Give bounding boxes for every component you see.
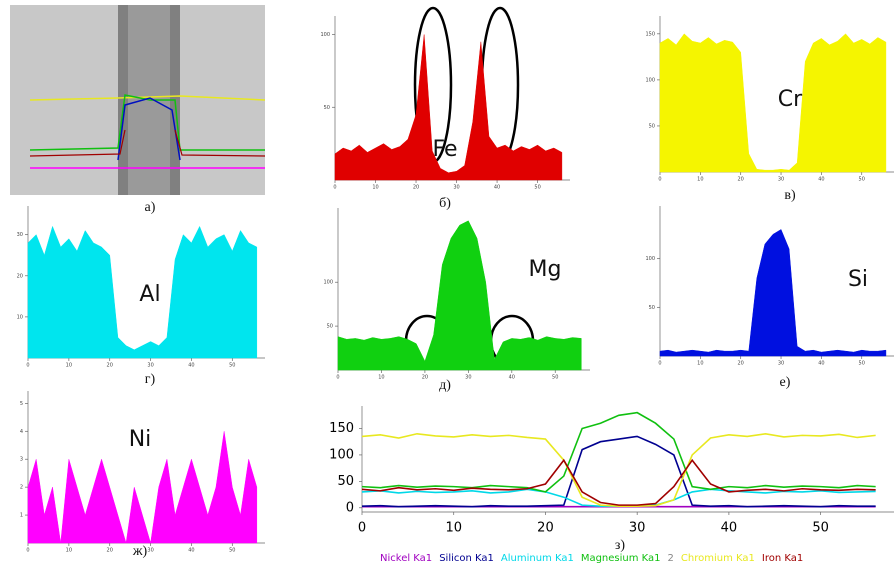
element-label: Fe (433, 137, 458, 162)
y-tick-label: 5 (20, 401, 23, 407)
element-label: Si (848, 267, 868, 292)
legend-entry: Silicon Ka1 (439, 553, 494, 564)
y-tick-label: 150 (329, 421, 354, 436)
y-tick-label: 20 (17, 273, 23, 279)
legend-entry: Aluminum Ka1 (501, 553, 574, 564)
x-tick-label: 50 (229, 363, 235, 369)
y-tick-label: 100 (645, 77, 655, 83)
x-tick-label: 50 (229, 548, 235, 554)
series-line (361, 411, 876, 493)
element-label: Ni (129, 427, 152, 452)
y-tick-label: 50 (337, 474, 354, 489)
x-tick-label: 20 (413, 185, 419, 191)
x-tick-label: 50 (859, 177, 865, 183)
x-tick-label: 0 (358, 521, 366, 536)
legend-entry: Nickel Ka1 (380, 553, 432, 564)
y-tick-label: 0 (346, 500, 354, 515)
x-tick-label: 40 (188, 548, 194, 554)
legend-entry: Chromium Ka1 (681, 553, 755, 564)
x-tick-label: 0 (26, 548, 29, 554)
y-tick-label: 2 (20, 485, 23, 491)
x-tick-label: 20 (107, 363, 113, 369)
x-tick-label: 50 (552, 375, 558, 381)
x-tick-label: 40 (509, 375, 515, 381)
x-tick-label: 30 (778, 361, 784, 367)
spectrum-area (337, 220, 582, 371)
y-tick-label: 10 (17, 314, 23, 320)
y-tick-label: 30 (17, 232, 23, 238)
x-tick-label: 30 (465, 375, 471, 381)
y-tick-label: 100 (645, 256, 655, 262)
y-tick-label: 50 (327, 324, 333, 330)
spectrum-area (659, 33, 887, 173)
x-tick-label: 20 (537, 521, 554, 536)
x-tick-label: 20 (738, 177, 744, 183)
panel-label: б) (439, 196, 451, 211)
x-tick-label: 10 (66, 548, 72, 554)
panel-label: г) (145, 372, 156, 387)
legend-entry: Magnesium Ka1 (581, 553, 661, 564)
x-tick-label: 0 (658, 177, 661, 183)
x-tick-label: 40 (818, 361, 824, 367)
y-tick-label: 50 (649, 305, 655, 311)
y-tick-label: 50 (649, 123, 655, 129)
panel-label: з) (615, 538, 626, 553)
x-tick-label: 20 (107, 548, 113, 554)
legend-note: 2 (668, 553, 674, 564)
x-tick-label: 50 (859, 361, 865, 367)
x-tick-label: 0 (333, 185, 336, 191)
series-line (361, 435, 876, 508)
x-tick-label: 40 (188, 363, 194, 369)
x-tick-label: 30 (147, 363, 153, 369)
x-tick-label: 30 (629, 521, 646, 536)
panel-label: д) (439, 378, 451, 393)
element-label: Cr (778, 87, 803, 112)
series-line (361, 432, 876, 507)
legend-entry: Iron Ka1 (762, 553, 803, 564)
series-line (361, 488, 876, 507)
panel-label: в) (784, 188, 796, 203)
series-line (361, 458, 876, 506)
x-tick-label: 30 (453, 185, 459, 191)
x-tick-label: 10 (445, 521, 462, 536)
x-tick-label: 20 (422, 375, 428, 381)
panel-label: ж) (132, 544, 148, 559)
x-tick-label: 0 (658, 361, 661, 367)
x-tick-label: 10 (372, 185, 378, 191)
x-tick-label: 40 (494, 185, 500, 191)
element-label: Al (139, 282, 160, 307)
y-tick-label: 100 (323, 280, 333, 286)
x-tick-label: 10 (697, 361, 703, 367)
panel-label: е) (780, 375, 791, 390)
x-tick-label: 10 (66, 363, 72, 369)
y-tick-label: 150 (645, 31, 655, 37)
x-tick-label: 10 (697, 177, 703, 183)
y-tick-label: 3 (20, 457, 23, 463)
x-tick-label: 0 (26, 363, 29, 369)
y-tick-label: 1 (20, 513, 23, 519)
x-tick-label: 10 (378, 375, 384, 381)
spectrum-area (334, 34, 563, 181)
y-tick-label: 4 (20, 429, 23, 435)
x-tick-label: 50 (534, 185, 540, 191)
x-tick-label: 30 (147, 548, 153, 554)
spectrum-area (27, 431, 258, 544)
y-tick-label: 50 (324, 105, 330, 111)
y-tick-label: 100 (329, 447, 354, 462)
x-tick-label: 20 (738, 361, 744, 367)
spectrum-area (27, 225, 258, 359)
x-tick-label: 50 (812, 521, 829, 536)
x-tick-label: 0 (336, 375, 339, 381)
panel-label: а) (145, 200, 156, 215)
x-tick-label: 40 (818, 177, 824, 183)
sem-image (10, 5, 266, 195)
element-label: Mg (529, 257, 562, 282)
spectrum-area (659, 229, 887, 357)
y-tick-label: 100 (320, 32, 330, 38)
x-tick-label: 40 (721, 521, 738, 536)
x-tick-label: 30 (778, 177, 784, 183)
